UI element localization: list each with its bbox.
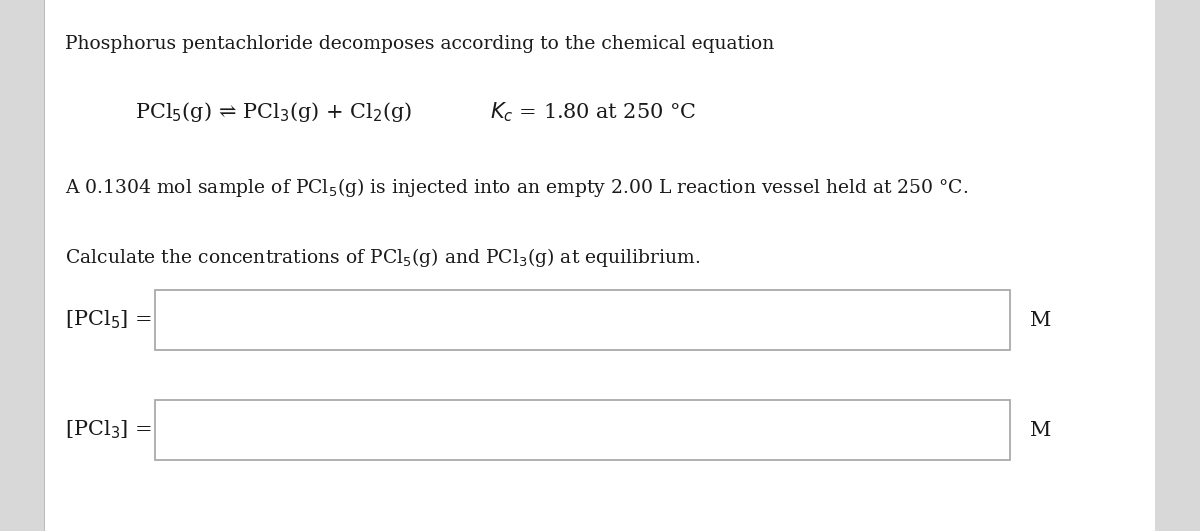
Text: PCl$_5$(g) ⇌ PCl$_3$(g) + Cl$_2$(g): PCl$_5$(g) ⇌ PCl$_3$(g) + Cl$_2$(g) [134, 100, 412, 124]
Text: Calculate the concentrations of PCl$_5$(g) and PCl$_3$(g) at equilibrium.: Calculate the concentrations of PCl$_5$(… [65, 246, 701, 269]
Text: A 0.1304 mol sample of PCl$_5$(g) is injected into an empty 2.00 L reaction vess: A 0.1304 mol sample of PCl$_5$(g) is inj… [65, 176, 968, 199]
Text: Phosphorus pentachloride decomposes according to the chemical equation: Phosphorus pentachloride decomposes acco… [65, 35, 774, 53]
Bar [155, 400, 1010, 460]
Bar [155, 290, 1010, 350]
Bar [1154, 0, 1200, 531]
Text: [PCl$_5$] =: [PCl$_5$] = [65, 309, 152, 331]
Text: M: M [1030, 421, 1051, 440]
Text: [PCl$_3$] =: [PCl$_3$] = [65, 419, 152, 441]
Text: $K_c$ = 1.80 at 250 °C: $K_c$ = 1.80 at 250 °C [490, 100, 696, 124]
Text: M: M [1030, 311, 1051, 330]
Bar [0, 0, 46, 531]
